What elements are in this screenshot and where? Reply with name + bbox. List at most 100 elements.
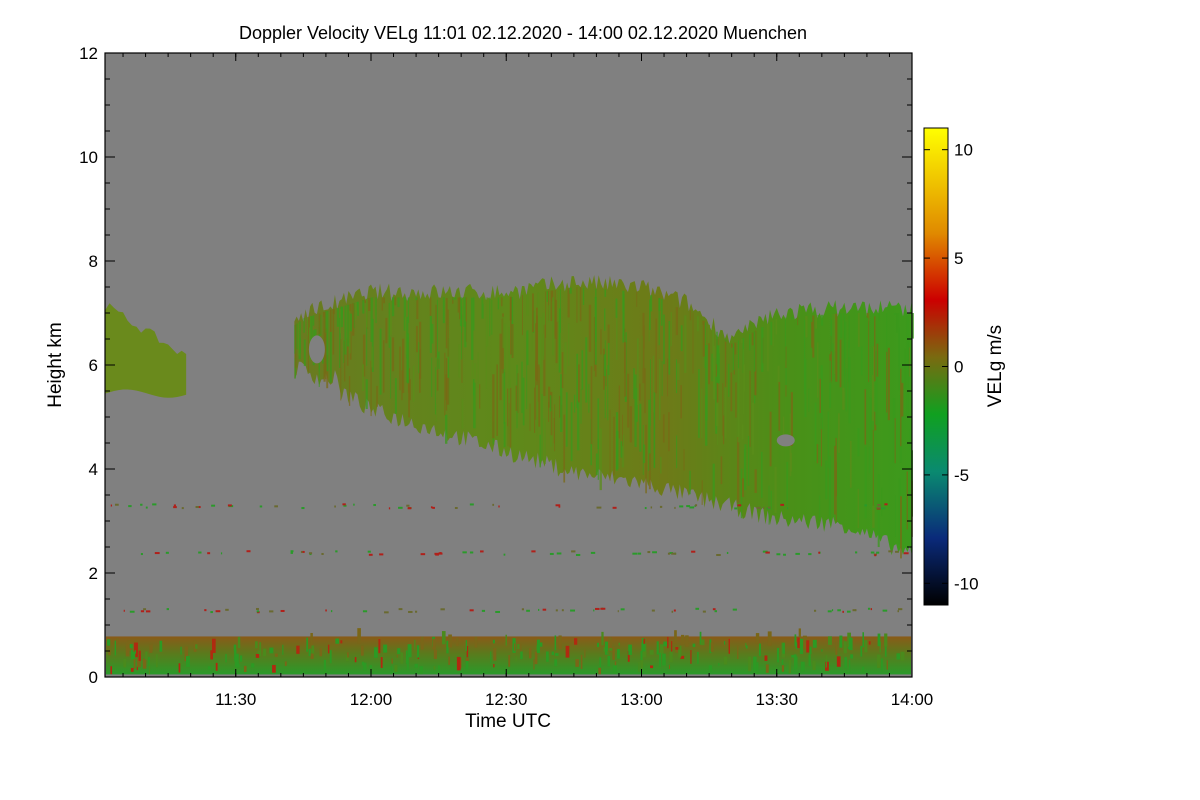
boundary-layer-streak (380, 657, 383, 668)
y-axis-label: Height km (45, 322, 66, 408)
cloud-streak (620, 441, 623, 458)
boundary-layer-streak (419, 666, 423, 675)
x-axis-label: Time UTC (465, 711, 551, 732)
cloud-streak (751, 402, 755, 455)
cloud-streak (644, 368, 646, 414)
scattered-echo (884, 503, 888, 506)
cloud-streak (848, 315, 850, 349)
cloud-streak (539, 317, 542, 368)
boundary-layer-streak (628, 644, 632, 655)
cloud-streak (371, 346, 373, 368)
scattered-echo (408, 610, 413, 613)
cloud-streak (582, 287, 585, 305)
cloud-streak (461, 398, 464, 429)
cloud-streak (392, 337, 395, 372)
cloud-streak (409, 379, 411, 401)
cloud-streak (675, 307, 678, 336)
boundary-layer-streak (129, 644, 133, 649)
cloud-streak (294, 358, 296, 379)
cloud-streak (303, 318, 305, 333)
cloud-streak (446, 377, 450, 405)
scattered-echo (570, 609, 576, 612)
boundary-layer-streak (798, 628, 801, 644)
cloud-streak (445, 414, 448, 444)
boundary-layer-streak (456, 656, 461, 671)
boundary-layer-streak (311, 645, 315, 656)
boundary-layer-streak (800, 661, 805, 672)
cloud-streak (872, 429, 874, 506)
cloud-streak (689, 470, 691, 495)
cloud-streak (391, 297, 395, 317)
cloud-streak (503, 421, 506, 447)
cloud-streak (388, 302, 390, 348)
cloud-streak (521, 361, 523, 414)
boundary-layer-streak (184, 646, 189, 662)
cloud-streak (908, 347, 910, 377)
cloud-streak (308, 316, 312, 361)
scattered-echo (695, 504, 698, 507)
cloud-streak (551, 290, 554, 302)
boundary-layer-streak (134, 650, 136, 654)
cloud-streak (419, 349, 421, 393)
cloud-streak (624, 342, 627, 397)
cloud-streak (550, 392, 553, 436)
cloud-streak (445, 374, 448, 401)
cloud-gap (308, 335, 325, 364)
boundary-layer-streak (508, 655, 511, 667)
boundary-layer-streak (598, 667, 602, 675)
scattered-echo (783, 553, 786, 556)
cloud-streak (372, 297, 374, 308)
cloud-streak (906, 471, 908, 530)
boundary-layer-streak (125, 643, 130, 657)
boundary-layer-streak (259, 642, 262, 652)
boundary-layer-streak (433, 665, 436, 670)
scattered-echo (140, 503, 143, 506)
cloud-streak (385, 317, 388, 344)
cloud-streak (848, 357, 851, 424)
scattered-echo (852, 609, 856, 612)
cloud-streak (820, 314, 824, 326)
cloud-streak (782, 416, 785, 447)
boundary-layer-streak (354, 657, 357, 663)
cloud-streak (375, 297, 377, 324)
boundary-layer-streak (678, 649, 681, 658)
cloud-streak (561, 352, 564, 389)
x-tick-label: 11:30 (215, 690, 256, 709)
scattered-echo (612, 506, 617, 509)
cloud-streak (834, 313, 836, 375)
cloud-streak (760, 451, 763, 498)
scattered-echo (181, 507, 184, 510)
scattered-echo (846, 610, 851, 613)
cloud-streak (352, 303, 355, 336)
boundary-layer-streak (215, 662, 218, 671)
cloud-streak (477, 352, 479, 388)
boundary-layer-streak (884, 645, 887, 657)
cloud-streak (743, 449, 746, 491)
scattered-echo (379, 553, 384, 556)
scattered-echo (140, 610, 145, 613)
cloud-streak (435, 403, 437, 422)
cloud-streak (868, 446, 871, 474)
cloud-streak (842, 387, 845, 410)
scattered-echo (874, 554, 877, 557)
cloud-streak (509, 387, 512, 448)
cloud-streak (521, 294, 523, 336)
scattered-echo (679, 505, 684, 508)
boundary-layer-streak (806, 640, 810, 653)
cloud-streak (908, 429, 911, 450)
boundary-layer-streak (699, 631, 702, 645)
boundary-layer-streak (669, 651, 673, 663)
cloud-streak (696, 316, 699, 332)
cloud-streak (309, 316, 310, 328)
scattered-echo (435, 553, 439, 556)
boundary-layer-streak (667, 636, 669, 649)
boundary-layer-streak (868, 641, 871, 645)
boundary-layer-streak (274, 653, 278, 657)
cloud-streak (711, 353, 713, 382)
boundary-layer-streak (580, 654, 583, 669)
cloud-streak (339, 317, 341, 368)
boundary-layer-streak (809, 646, 812, 655)
scattered-echo (855, 551, 858, 554)
cloud-streak (749, 370, 751, 447)
boundary-layer-streak (601, 631, 604, 646)
